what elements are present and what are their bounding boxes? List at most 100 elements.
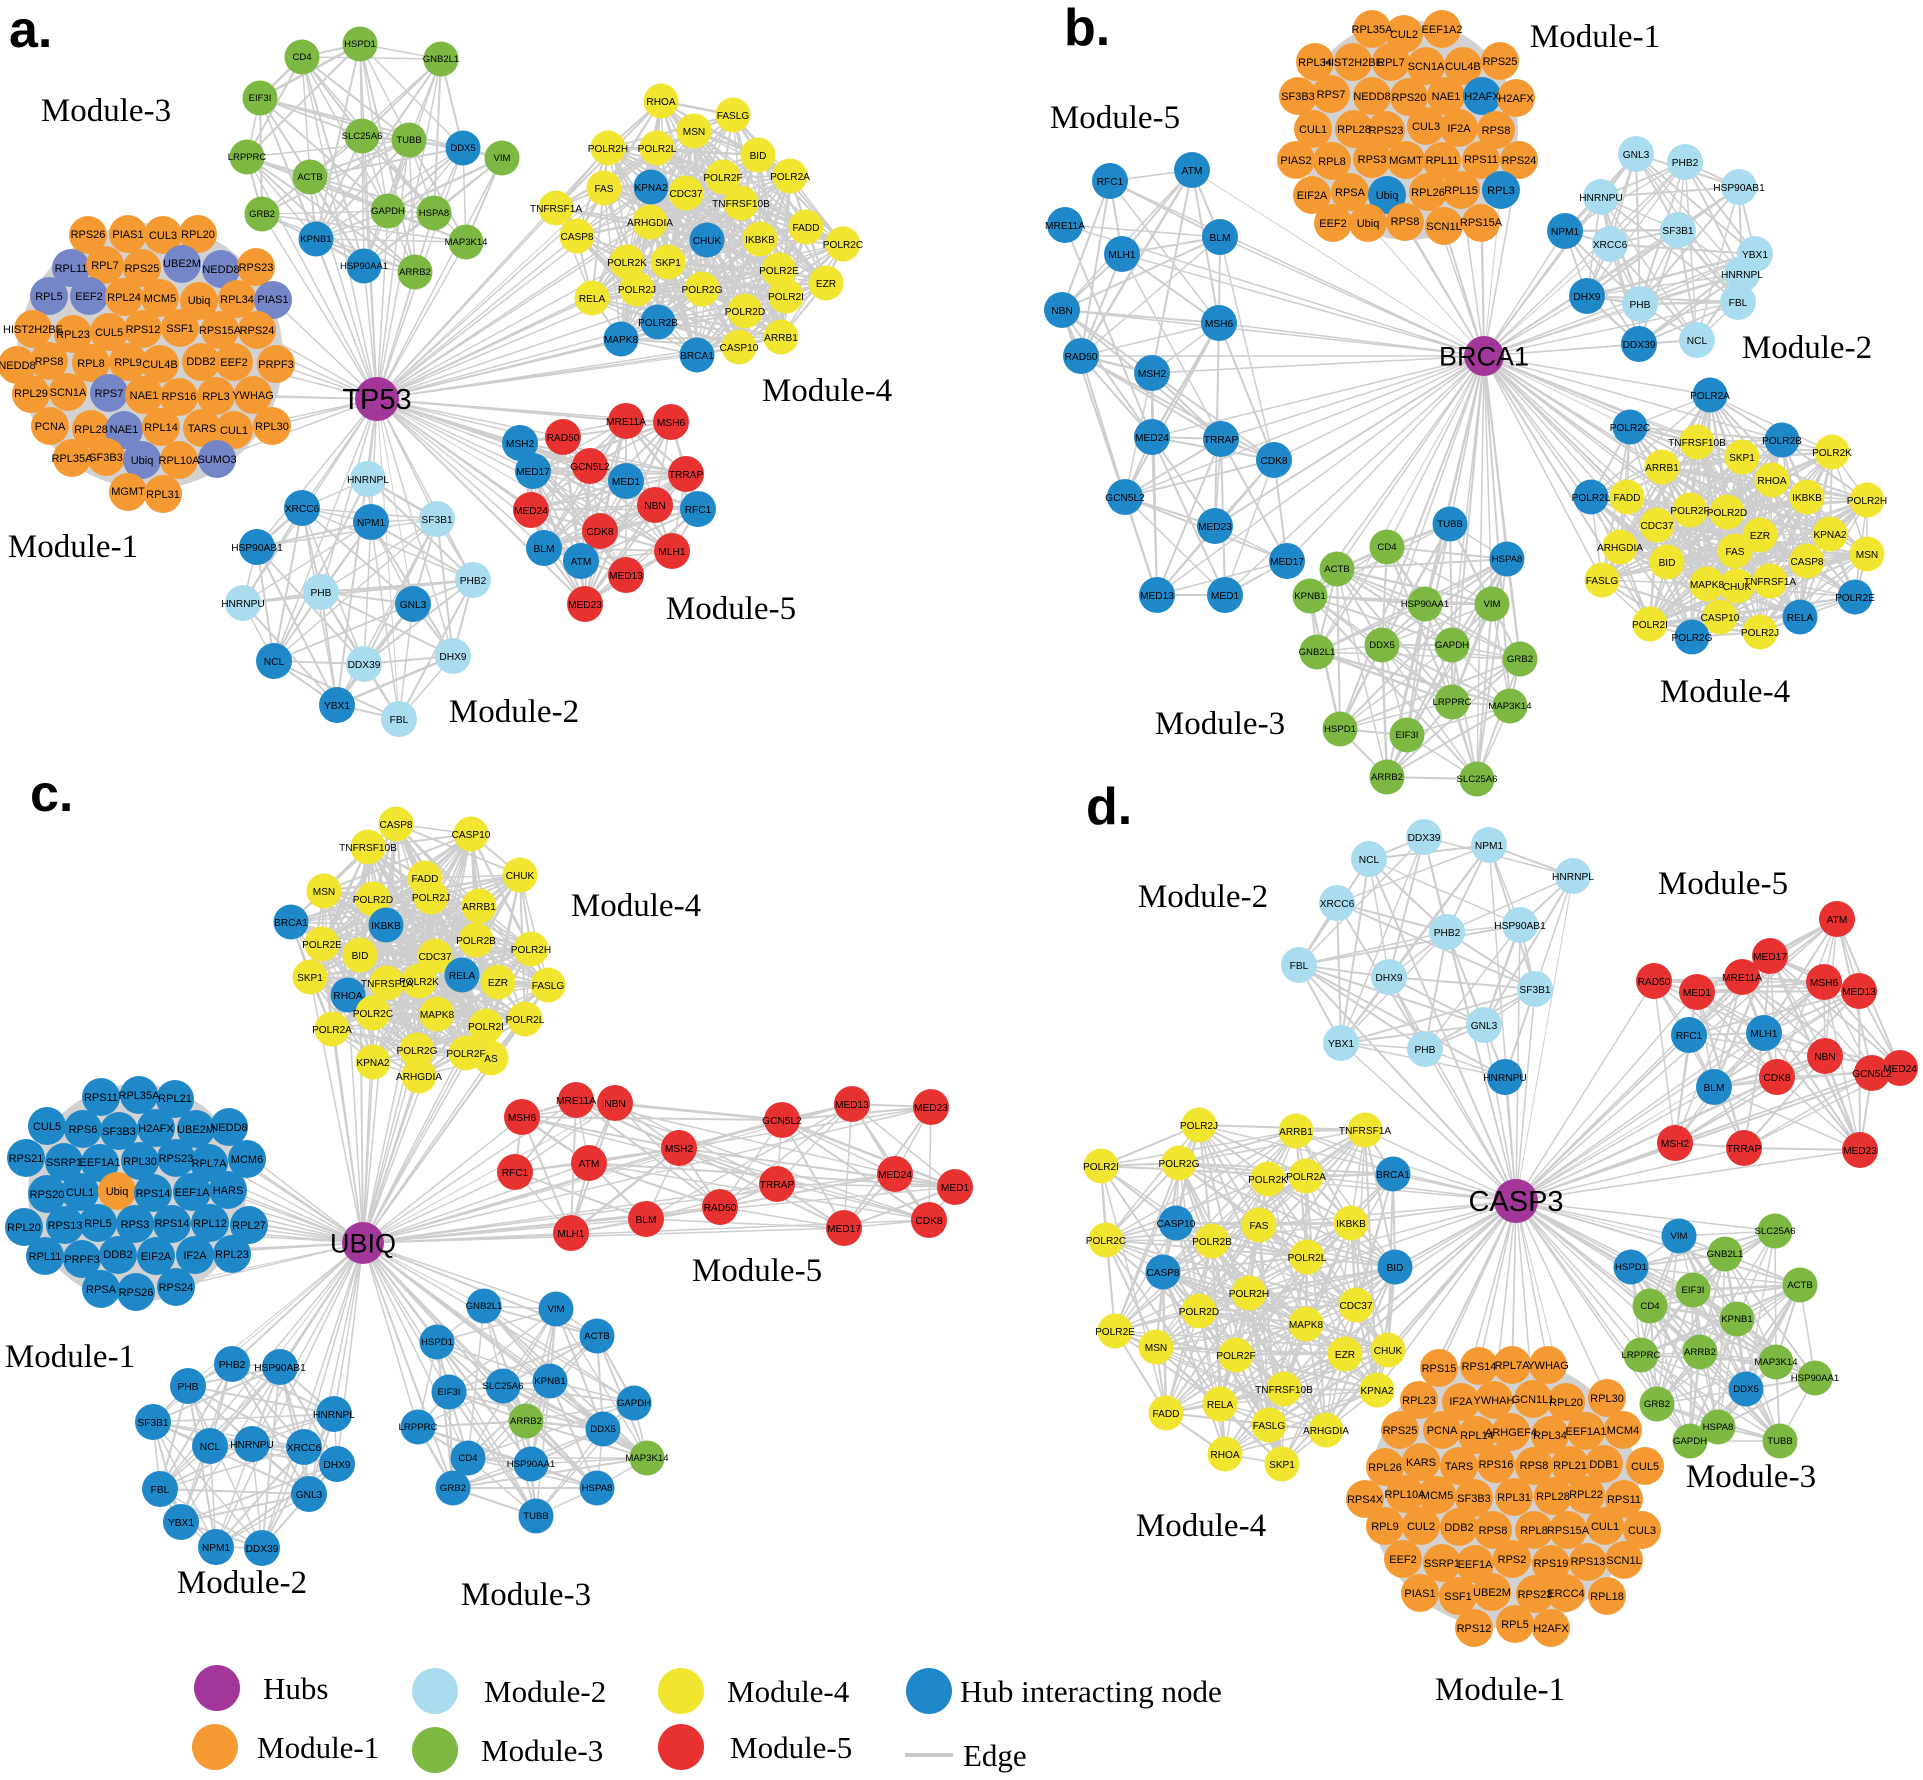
svg-text:RAD50: RAD50 [704,1203,737,1214]
svg-text:RPL18: RPL18 [1590,1591,1624,1603]
svg-text:DHX9: DHX9 [323,1460,351,1471]
svg-text:SLC25A6: SLC25A6 [342,131,383,142]
svg-text:RPL34: RPL34 [220,294,254,306]
svg-text:FBL: FBL [151,1485,170,1496]
svg-text:IKBKB: IKBKB [1792,493,1822,504]
svg-text:RPL34: RPL34 [1533,1430,1567,1442]
svg-text:MGMT: MGMT [111,486,145,498]
svg-text:H2AFX: H2AFX [1464,91,1500,103]
svg-text:RPS15A: RPS15A [1460,217,1503,229]
svg-text:DHX9: DHX9 [1375,973,1403,984]
svg-text:POLR2G: POLR2G [1159,1159,1200,1170]
svg-text:CDK8: CDK8 [1763,1073,1791,1084]
svg-text:HSPD1: HSPD1 [1324,724,1356,735]
svg-text:ACTB: ACTB [1324,564,1350,575]
svg-text:PCNA: PCNA [1427,1425,1458,1437]
svg-text:MSN: MSN [313,887,335,898]
svg-text:KPNB1: KPNB1 [1294,591,1325,602]
svg-text:CASP8: CASP8 [1790,557,1823,568]
svg-text:GNL3: GNL3 [400,600,427,611]
svg-text:MCM4: MCM4 [1607,1425,1639,1437]
svg-text:PRPF3: PRPF3 [64,1254,99,1266]
svg-text:DDX5: DDX5 [590,1424,616,1435]
svg-text:HSP90AA1: HSP90AA1 [1401,599,1450,610]
svg-text:POLR2H: POLR2H [1229,1289,1269,1300]
svg-text:HNRNPU: HNRNPU [221,599,265,610]
svg-text:RPL27: RPL27 [232,1220,266,1232]
svg-text:MAP3K14: MAP3K14 [1754,1357,1798,1368]
svg-text:MSH2: MSH2 [1138,369,1167,380]
svg-text:RPL9: RPL9 [114,357,142,369]
svg-text:RPS19: RPS19 [1534,1558,1569,1570]
svg-text:CASP8: CASP8 [1146,1268,1179,1279]
svg-text:PHB: PHB [1630,300,1651,311]
svg-text:FBL: FBL [390,715,409,726]
svg-text:YWHAH: YWHAH [1474,1395,1515,1407]
svg-text:DHX9: DHX9 [439,652,467,663]
svg-text:UBIQ: UBIQ [330,1228,396,1258]
svg-text:DDX5: DDX5 [1369,640,1395,651]
svg-text:RPS23: RPS23 [159,1153,194,1165]
svg-text:FBL: FBL [1729,298,1748,309]
svg-text:PHB: PHB [311,588,332,599]
svg-text:a.: a. [9,1,52,59]
svg-text:CASP8: CASP8 [379,820,412,831]
svg-text:DDB2: DDB2 [103,1249,132,1261]
svg-text:BLM: BLM [636,1215,657,1226]
svg-text:ARHGDIA: ARHGDIA [627,218,673,229]
svg-text:HIST2H2BE: HIST2H2BE [1323,57,1383,69]
svg-text:HSPA8: HSPA8 [1492,554,1523,565]
svg-text:XRCC6: XRCC6 [287,1443,322,1454]
svg-text:Module-3: Module-3 [1155,706,1285,742]
svg-text:TRRAP: TRRAP [1204,435,1239,446]
svg-text:MSN: MSN [1856,550,1878,561]
svg-text:POLR2C: POLR2C [1610,423,1650,434]
svg-text:DDB2: DDB2 [1444,1522,1473,1534]
svg-text:H2AFX: H2AFX [1498,93,1534,105]
svg-text:POLR2C: POLR2C [1086,1236,1126,1247]
svg-text:RPS20: RPS20 [1392,92,1427,104]
svg-text:SLC25A6: SLC25A6 [1456,774,1497,785]
svg-text:TRRAP: TRRAP [760,1180,795,1191]
svg-text:POLR2E: POLR2E [1835,593,1875,604]
svg-text:POLR2L: POLR2L [1572,493,1611,504]
svg-text:MAPK8: MAPK8 [1289,1320,1324,1331]
svg-text:RPS7: RPS7 [95,388,124,400]
svg-text:MSN: MSN [683,127,705,138]
svg-text:CUL2: CUL2 [1390,29,1418,41]
svg-text:NEDD8: NEDD8 [0,360,36,372]
svg-text:TNFRSF1A: TNFRSF1A [530,204,582,215]
svg-text:Module-4: Module-4 [1660,674,1790,710]
svg-text:RPL31: RPL31 [1497,1492,1531,1504]
svg-text:RAD50: RAD50 [1638,977,1671,988]
svg-text:PHB2: PHB2 [460,576,487,587]
svg-text:POLR2I: POLR2I [1083,1162,1119,1173]
svg-text:RPS3: RPS3 [1358,154,1387,166]
svg-text:CDC37: CDC37 [669,189,702,200]
svg-text:MED17: MED17 [516,467,550,478]
svg-text:RPS16: RPS16 [162,391,197,403]
svg-text:RHOA: RHOA [1757,476,1786,487]
svg-text:RPS23: RPS23 [1518,1589,1553,1601]
svg-text:PHB: PHB [1415,1045,1436,1056]
svg-text:SCN1A: SCN1A [1408,61,1445,73]
svg-text:HSP90AB1: HSP90AB1 [1713,183,1765,194]
svg-text:CDC37: CDC37 [1640,521,1673,532]
svg-text:POLR2L: POLR2L [1288,1253,1327,1264]
svg-text:RPS8: RPS8 [1482,125,1511,137]
svg-text:RPL22: RPL22 [1569,1489,1603,1501]
svg-text:TARS: TARS [1445,1461,1474,1473]
svg-text:NPM1: NPM1 [202,1543,231,1554]
svg-text:CDK8: CDK8 [586,527,614,538]
svg-text:RPS12: RPS12 [126,324,161,336]
svg-text:POLR2A: POLR2A [312,1025,352,1036]
svg-text:RPL5: RPL5 [84,1218,112,1230]
svg-text:RELA: RELA [1787,613,1814,624]
svg-text:DDX39: DDX39 [348,660,381,671]
svg-text:MAP3K14: MAP3K14 [445,237,488,248]
svg-text:Module-5: Module-5 [692,1253,822,1289]
svg-text:MLH1: MLH1 [1108,250,1136,261]
svg-text:TUBB: TUBB [396,135,421,146]
svg-text:RPS20: RPS20 [30,1189,65,1201]
svg-text:PHB2: PHB2 [219,1360,246,1371]
